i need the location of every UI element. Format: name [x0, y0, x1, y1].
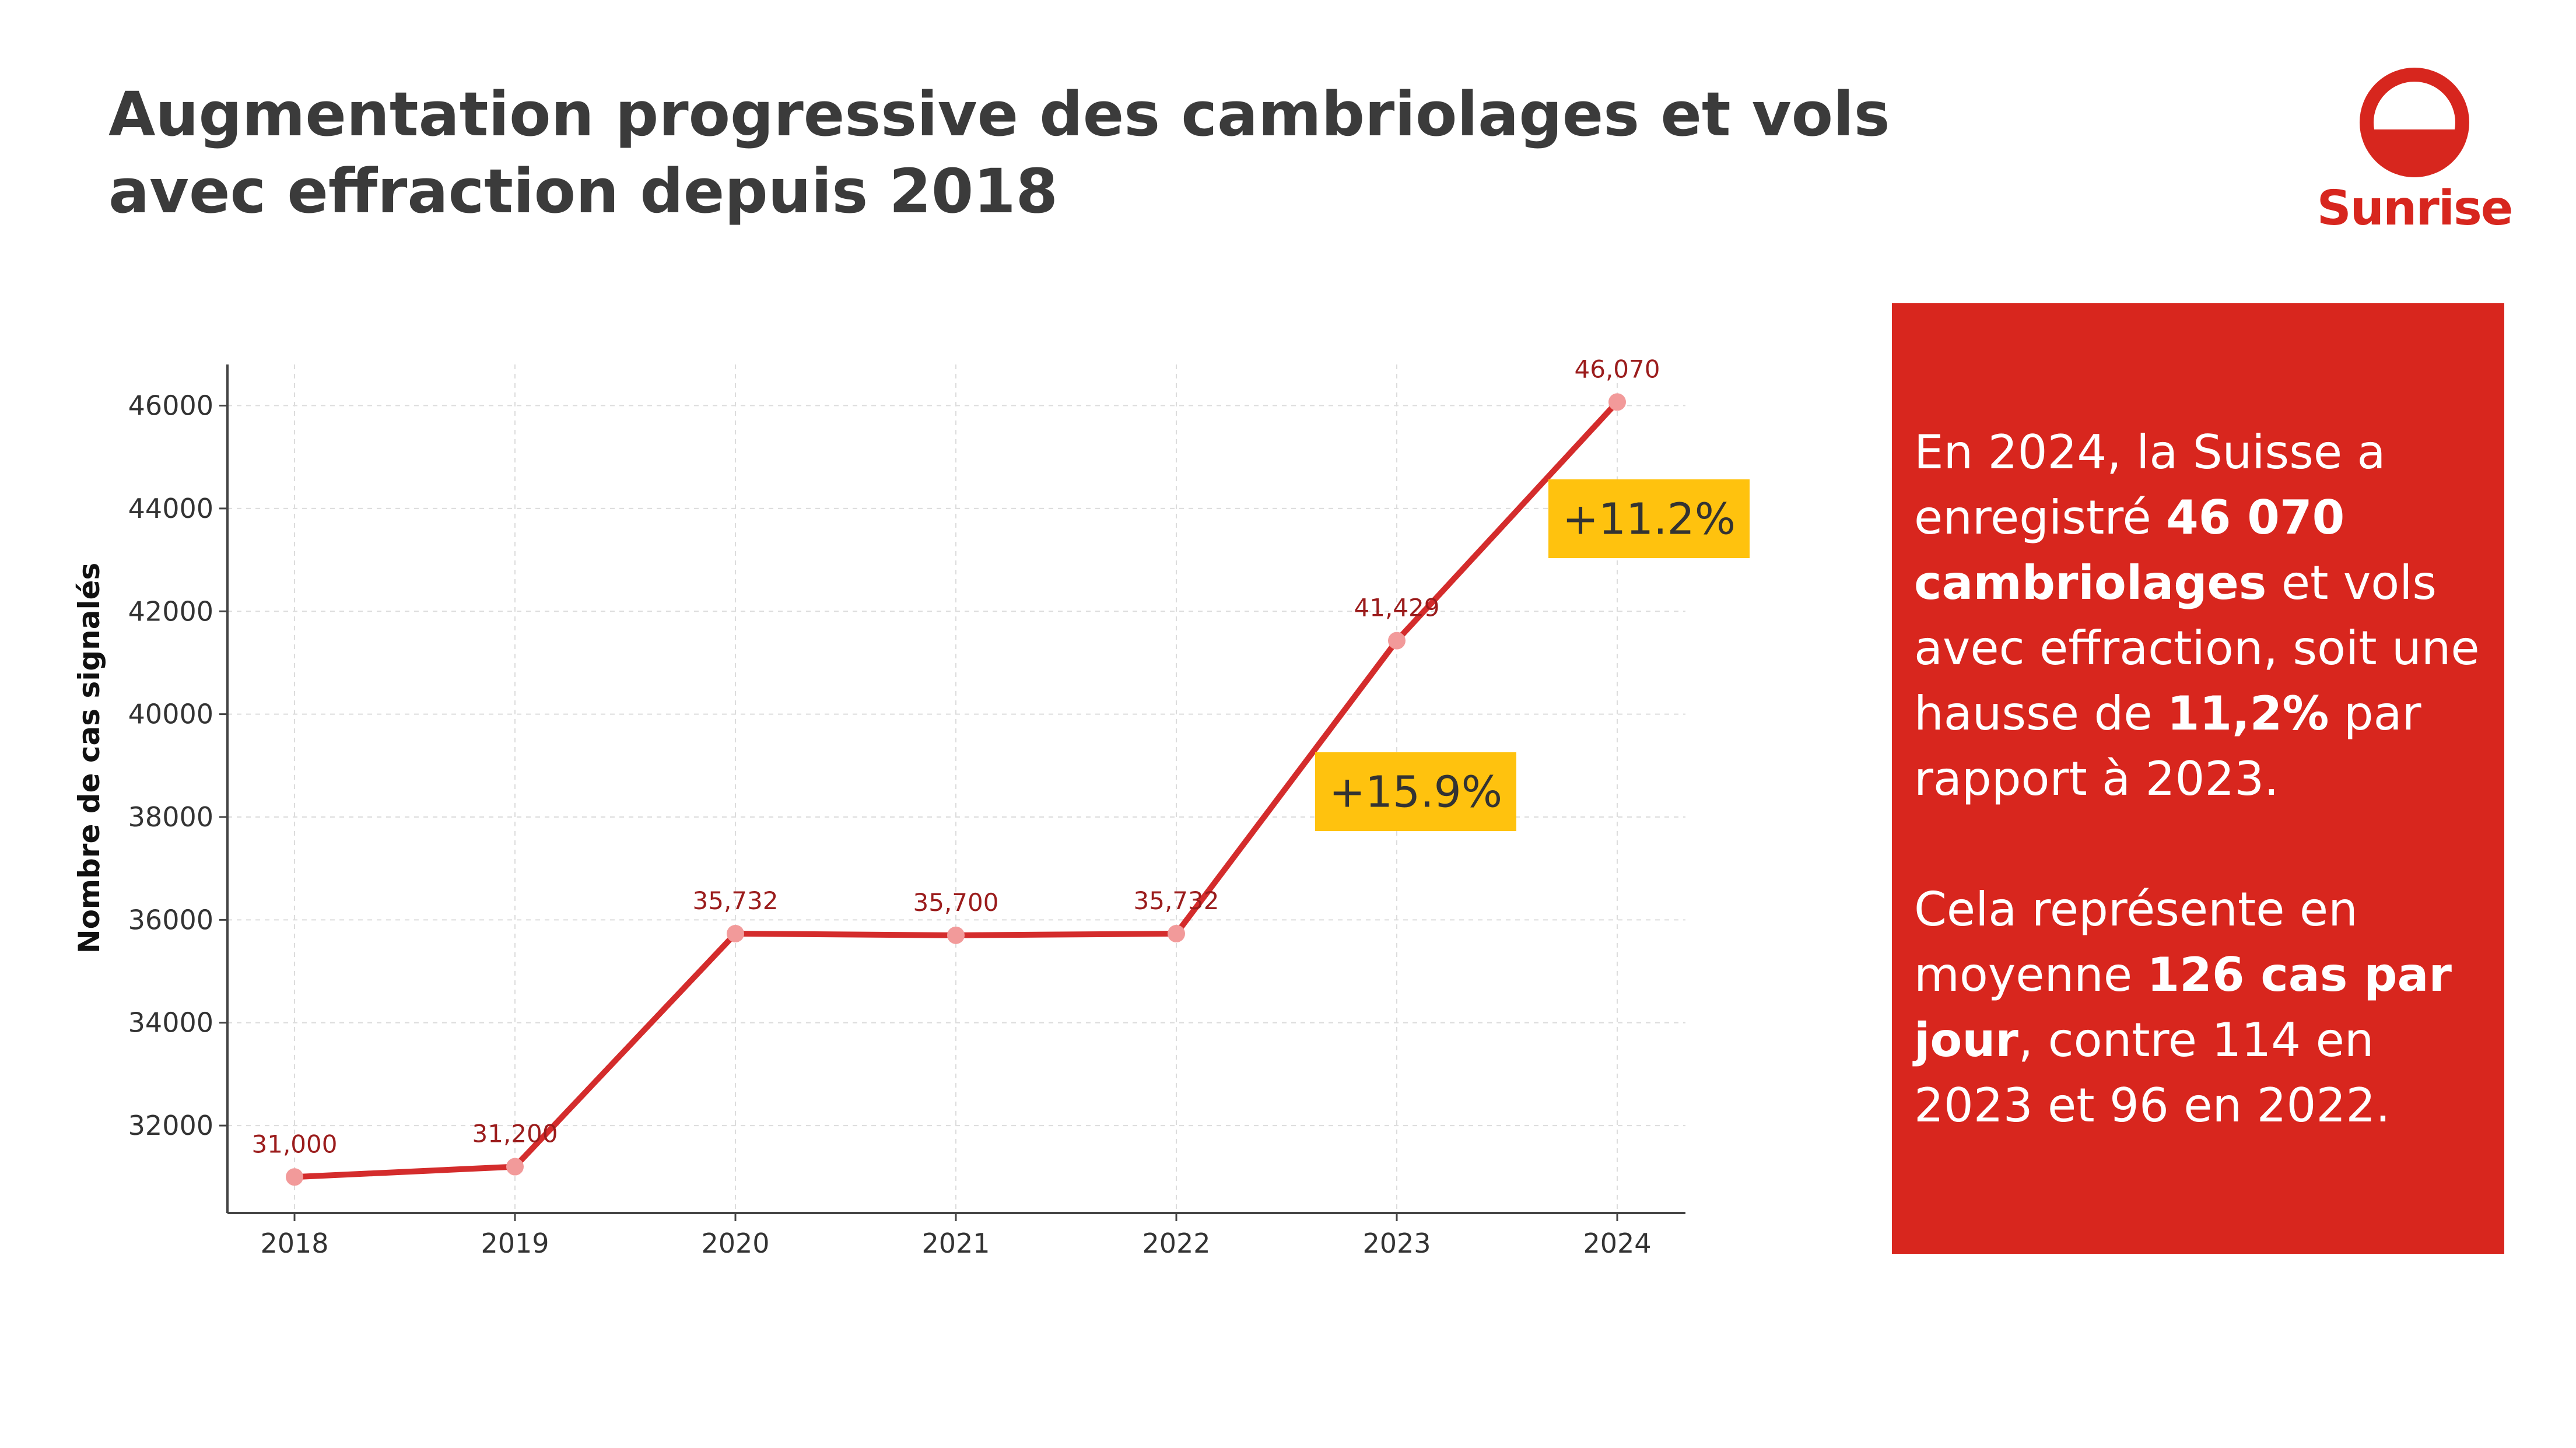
info-paragraph-2: Cela représente en moyenne 126 cas par j… [1914, 877, 2481, 1138]
y-tick-label-2: 36000 [128, 904, 213, 935]
data-label-3: 35,700 [913, 888, 999, 917]
data-label-1: 31,200 [472, 1120, 558, 1148]
y-tick-label-5: 42000 [128, 595, 213, 627]
p1-run-0: En 2024, la Suisse a enregistré [1914, 425, 2386, 545]
data-point-1 [506, 1158, 524, 1176]
data-point-3 [947, 926, 965, 944]
y-tick-label-0: 32000 [128, 1110, 213, 1141]
y-tick-label-6: 44000 [128, 493, 213, 524]
data-label-6: 46,070 [1575, 355, 1660, 383]
info-paragraph-1: En 2024, la Suisse a enregistré 46 070 c… [1914, 420, 2481, 812]
p1-run-4: par rapport à 2023. [1914, 686, 2421, 806]
x-tick-label-6: 2024 [1583, 1228, 1651, 1259]
data-label-0: 31,000 [252, 1130, 338, 1158]
data-label-2: 35,732 [693, 886, 779, 915]
y-axis-label: Nombre de cas signalés [72, 563, 106, 954]
data-point-2 [727, 924, 744, 942]
annotation-label-0: +15.9% [1329, 767, 1502, 818]
y-tick-label-1: 34000 [128, 1007, 213, 1039]
data-point-0 [286, 1168, 303, 1186]
annotation-box-1 [1548, 479, 1750, 558]
p1-run-1: 46 070 cambriolages [1914, 490, 2345, 610]
x-tick-label-4: 2022 [1142, 1228, 1210, 1259]
x-tick-label-2: 2020 [701, 1228, 769, 1259]
annotation-box-0 [1315, 752, 1516, 831]
p2-run-1: 126 cas par jour [1914, 948, 2452, 1067]
p1-run-2: et vols avec effraction, soit une hausse… [1914, 556, 2480, 741]
x-tick-label-5: 2023 [1362, 1228, 1431, 1259]
p2-run-0: Cela représente en moyenne [1914, 882, 2358, 1002]
p1-run-3: 11,2% [2167, 686, 2329, 741]
data-label-4: 35,732 [1134, 886, 1219, 915]
x-tick-label-0: 2018 [260, 1228, 328, 1259]
info-panel: En 2024, la Suisse a enregistré 46 070 c… [1892, 303, 2504, 1254]
data-point-6 [1608, 393, 1626, 411]
data-point-5 [1388, 632, 1406, 650]
p2-run-2: , contre 114 en 2023 et 96 en 2022. [1914, 1013, 2391, 1133]
y-tick-label-3: 38000 [128, 801, 213, 833]
annotation-label-1: +11.2% [1562, 495, 1736, 545]
page-title: Augmentation progressive des cambriolage… [108, 79, 1890, 227]
y-tick-label-7: 46000 [128, 390, 213, 422]
sunrise-sun-icon [2360, 68, 2469, 177]
sunrise-logo: Sunrise [2309, 64, 2519, 257]
line-chart: 32000 34000 36000 38000 40000 42000 44000 46000… [72, 355, 1750, 1259]
x-tick-label-1: 2019 [481, 1228, 549, 1259]
data-point-4 [1168, 924, 1185, 942]
x-tick-label-3: 2021 [921, 1228, 990, 1259]
y-tick-label-4: 40000 [128, 699, 213, 730]
brand-name: Sunrise [2316, 181, 2514, 236]
data-label-5: 41,429 [1354, 594, 1440, 622]
